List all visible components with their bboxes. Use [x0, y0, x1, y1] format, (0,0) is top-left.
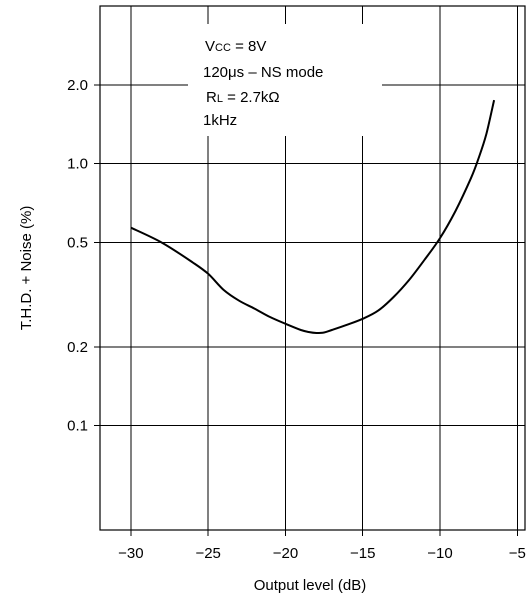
annotation-mode: 120μs – NS mode [203, 64, 323, 81]
y-tick-label: 2.0 [67, 77, 88, 94]
x-tick-label: −20 [273, 545, 298, 562]
annotation-frequency: 1kHz [203, 112, 237, 129]
x-tick-label: −15 [350, 545, 375, 562]
annotation-load-resistance: RL = 2.7kΩ [206, 89, 280, 106]
thd-curve [130, 99, 496, 335]
y-tick-label: 0.5 [67, 235, 88, 252]
y-tick-label: 1.0 [67, 156, 88, 173]
x-tick-label: −30 [118, 545, 143, 562]
y-axis-label: T.H.D. + Noise (%) [18, 206, 35, 331]
y-tick-label: 0.1 [67, 418, 88, 435]
x-tick-label: −25 [195, 545, 220, 562]
x-axis-label: Output level (dB) [254, 577, 367, 594]
x-tick-labels: −30 −25 −20 −15 −10 −5 [118, 545, 526, 562]
y-tick-label: 0.2 [67, 339, 88, 356]
x-tick-label: −5 [509, 545, 526, 562]
annotation-supply-voltage: VCC = 8V [205, 38, 266, 55]
annotation-backdrop [188, 24, 382, 136]
plot-frame [99, 5, 526, 531]
y-tick-labels: 2.0 1.0 0.5 0.2 0.1 [67, 77, 88, 435]
x-tick-label: −10 [427, 545, 452, 562]
